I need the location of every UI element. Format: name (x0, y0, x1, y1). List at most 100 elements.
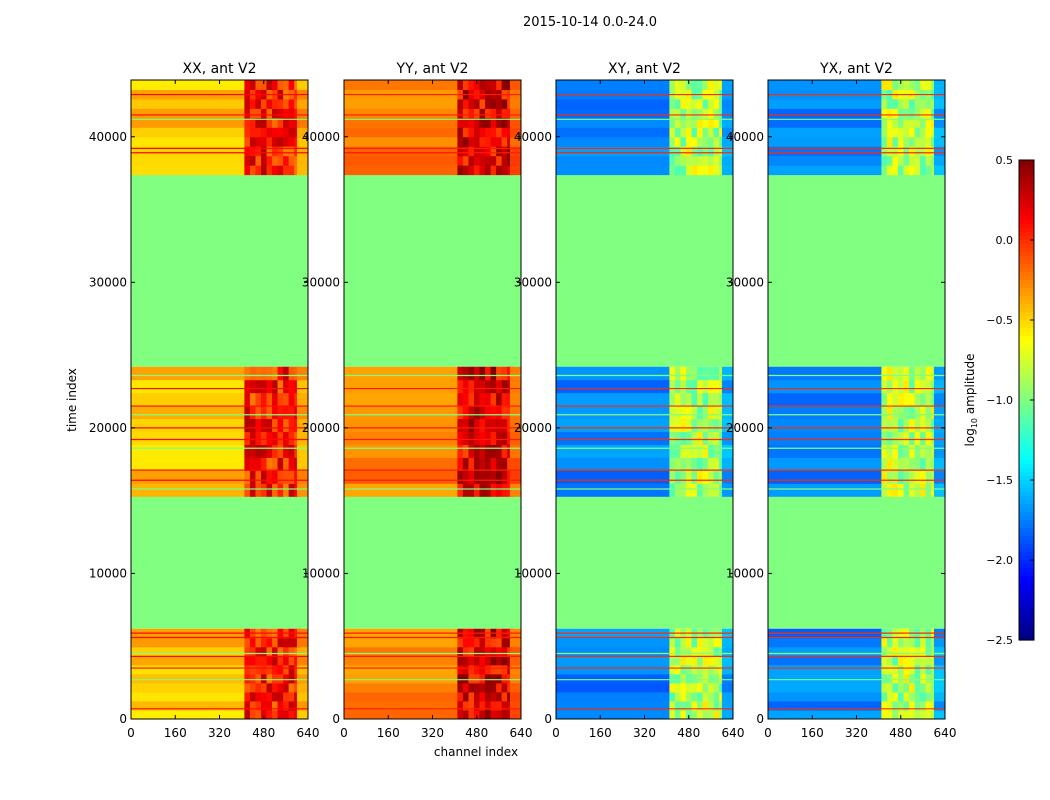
data-cell (468, 655, 475, 666)
data-cell (344, 418, 458, 433)
data-cell (933, 673, 945, 684)
colorbar-segment (1019, 544, 1034, 549)
data-cell (914, 108, 921, 119)
data-cell (680, 127, 687, 138)
data-cell (255, 80, 262, 90)
data-cell (260, 146, 268, 157)
data-cell (933, 379, 945, 394)
data-cell (892, 127, 899, 138)
data-cell (479, 155, 486, 166)
data-cell (260, 444, 268, 458)
data-cell (249, 418, 256, 433)
data-cell (296, 80, 308, 90)
data-cell (296, 165, 308, 176)
data-cell (892, 637, 899, 648)
data-cell (131, 444, 245, 458)
data-cell (249, 98, 256, 109)
data-cell (685, 98, 693, 109)
data-cell (244, 682, 251, 693)
data-cell (925, 366, 932, 381)
colorbar-segment (1019, 340, 1034, 345)
data-cell (479, 646, 486, 657)
data-cell (462, 691, 469, 702)
data-cell (485, 418, 492, 433)
data-cell (485, 700, 492, 711)
data-cell (886, 80, 893, 90)
data-cell (288, 146, 295, 157)
data-cell (925, 483, 932, 497)
data-cell (702, 457, 709, 471)
data-cell (909, 457, 916, 471)
data-cell (260, 457, 268, 471)
data-cell (485, 127, 492, 138)
colorbar-segment (1019, 200, 1034, 205)
data-cell (925, 392, 932, 407)
data-cell (685, 127, 693, 138)
data-cell (260, 682, 268, 693)
colorbar-segment (1019, 184, 1034, 189)
data-cell (468, 80, 475, 90)
data-cell (768, 483, 882, 497)
data-cell (708, 682, 715, 693)
data-cell (131, 470, 245, 484)
data-cell (708, 700, 715, 711)
data-cell (266, 682, 273, 693)
data-cell (260, 700, 268, 711)
data-cell (721, 405, 733, 420)
data-cell (462, 709, 469, 720)
data-cell (886, 457, 893, 471)
data-cell (249, 80, 256, 90)
data-cell (881, 127, 888, 138)
data-cell (674, 136, 681, 147)
data-cell (344, 470, 458, 484)
data-cell (721, 664, 733, 675)
data-cell (509, 108, 521, 119)
data-cell (457, 418, 464, 433)
data-cell (296, 646, 308, 657)
data-cell (509, 655, 521, 666)
data-cell (680, 444, 687, 458)
data-cell (501, 470, 508, 484)
data-cell (457, 673, 464, 684)
data-cell (669, 691, 676, 702)
data-cell (288, 470, 295, 484)
data-cell (344, 457, 458, 471)
data-cell (266, 709, 273, 720)
data-cell (131, 655, 245, 666)
data-cell (669, 637, 676, 648)
data-cell (277, 682, 284, 693)
data-cell (131, 366, 245, 381)
x-tick-label: 0 (340, 726, 348, 740)
data-cell (479, 379, 486, 394)
data-cell (691, 405, 698, 420)
data-cell (457, 709, 464, 720)
data-cell (288, 637, 295, 648)
data-cell (892, 691, 899, 702)
data-cell (702, 165, 709, 176)
data-cell (485, 108, 492, 119)
data-cell (925, 155, 932, 166)
data-cell (909, 673, 916, 684)
data-cell (468, 418, 475, 433)
data-cell (244, 379, 251, 394)
data-cell (708, 127, 715, 138)
data-cell (674, 637, 681, 648)
data-cell (277, 700, 284, 711)
data-cell (886, 155, 893, 166)
data-cell (881, 405, 888, 420)
data-cell (914, 700, 921, 711)
data-cell (881, 392, 888, 407)
data-cell (909, 709, 916, 720)
data-cell (266, 664, 273, 675)
data-cell (479, 127, 486, 138)
data-cell (909, 691, 916, 702)
data-cell (485, 470, 492, 484)
data-cell (255, 98, 262, 109)
data-cell (768, 80, 882, 90)
data-cell (131, 405, 245, 420)
data-cell (691, 709, 698, 720)
data-cell (249, 155, 256, 166)
data-cell (255, 431, 262, 445)
data-cell (708, 155, 715, 166)
data-cell (501, 405, 508, 420)
